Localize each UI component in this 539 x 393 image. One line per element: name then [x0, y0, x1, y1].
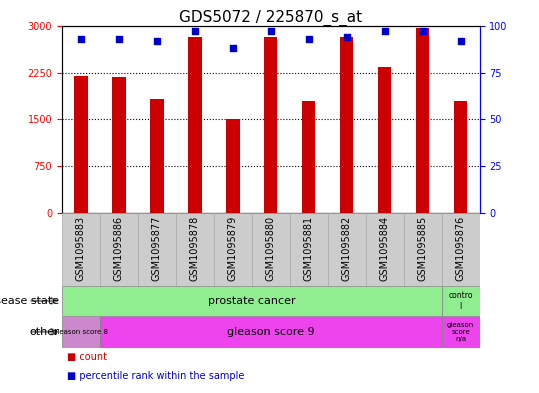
Text: GSM1095878: GSM1095878 — [190, 216, 200, 281]
Bar — [404, 213, 442, 286]
Text: GSM1095879: GSM1095879 — [228, 216, 238, 281]
Text: GSM1095877: GSM1095877 — [152, 216, 162, 281]
Point — [342, 34, 351, 40]
Point — [191, 28, 199, 34]
Bar — [442, 316, 480, 348]
Text: GSM1095883: GSM1095883 — [76, 216, 86, 281]
Point — [305, 35, 313, 42]
Bar — [62, 213, 100, 286]
Text: GSM1095881: GSM1095881 — [304, 216, 314, 281]
Text: gleason
score
n/a: gleason score n/a — [447, 322, 474, 342]
Bar — [340, 37, 354, 213]
Point — [418, 28, 427, 34]
Text: ■ count: ■ count — [67, 352, 107, 362]
Bar — [442, 286, 480, 316]
Bar — [62, 316, 100, 348]
Bar — [176, 213, 214, 286]
Bar — [226, 119, 239, 213]
Text: disease state: disease state — [0, 296, 59, 306]
Text: GSM1095885: GSM1095885 — [418, 216, 428, 281]
Text: gleason score 9: gleason score 9 — [227, 327, 315, 337]
Bar — [264, 37, 278, 213]
Point — [229, 45, 237, 51]
Bar — [252, 213, 290, 286]
Bar — [188, 37, 202, 213]
Point — [77, 35, 85, 42]
Bar — [112, 77, 126, 213]
Bar — [442, 213, 480, 286]
Text: gleason score 8: gleason score 8 — [53, 329, 108, 335]
Title: GDS5072 / 225870_s_at: GDS5072 / 225870_s_at — [179, 9, 362, 26]
Bar — [214, 213, 252, 286]
Point — [153, 37, 161, 44]
Text: GSM1095880: GSM1095880 — [266, 216, 276, 281]
Text: other: other — [30, 327, 59, 337]
Bar — [100, 316, 442, 348]
Text: GSM1095884: GSM1095884 — [380, 216, 390, 281]
Bar — [290, 213, 328, 286]
Bar — [378, 68, 391, 213]
Bar — [454, 101, 467, 213]
Text: ■ percentile rank within the sample: ■ percentile rank within the sample — [67, 371, 245, 380]
Bar — [100, 213, 138, 286]
Point — [266, 28, 275, 34]
Bar — [416, 28, 430, 213]
Point — [457, 37, 465, 44]
Bar — [366, 213, 404, 286]
Bar — [302, 101, 315, 213]
Text: GSM1095876: GSM1095876 — [455, 216, 466, 281]
Bar — [150, 99, 163, 213]
Text: contro
l: contro l — [448, 291, 473, 310]
Bar — [74, 75, 88, 213]
Bar — [328, 213, 366, 286]
Text: prostate cancer: prostate cancer — [208, 296, 296, 306]
Bar — [138, 213, 176, 286]
Point — [381, 28, 389, 34]
Text: GSM1095886: GSM1095886 — [114, 216, 124, 281]
Point — [115, 35, 123, 42]
Text: GSM1095882: GSM1095882 — [342, 216, 352, 281]
